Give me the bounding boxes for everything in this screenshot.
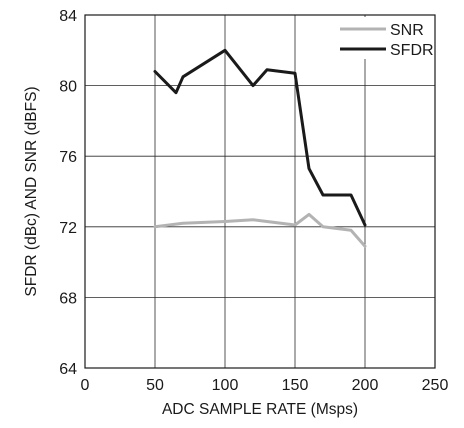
x-tick-label: 100 [212, 377, 239, 394]
y-tick-label: 72 [59, 220, 77, 237]
series-line-snr [153, 212, 367, 248]
x-axis-label: ADC SAMPLE RATE (Msps) [162, 401, 358, 418]
x-tick-label: 150 [282, 377, 309, 394]
y-tick-label: 84 [59, 8, 77, 25]
x-tick-label: 250 [422, 377, 449, 394]
tick-labels: 0 50 100 150 200 250 64 68 72 76 80 84 [59, 8, 448, 394]
grid [85, 15, 435, 368]
y-tick-label: 68 [59, 290, 77, 307]
legend-background [330, 17, 433, 59]
x-tick-label: 0 [81, 377, 90, 394]
x-tick-label: 200 [352, 377, 379, 394]
y-tick-label: 64 [59, 361, 77, 378]
x-tick-label: 50 [146, 377, 164, 394]
legend-entry: SFDR [390, 42, 434, 59]
y-tick-label: 76 [59, 149, 77, 166]
series-layer [153, 48, 367, 248]
legend-entry: SNR [390, 22, 424, 39]
legend: SNR SFDR [330, 17, 434, 59]
series-line-sfdr [153, 48, 367, 227]
y-axis-label: SFDR (dBc) AND SNR (dBFS) [23, 86, 40, 296]
y-tick-label: 80 [59, 79, 77, 96]
plot-frame [84, 14, 436, 369]
